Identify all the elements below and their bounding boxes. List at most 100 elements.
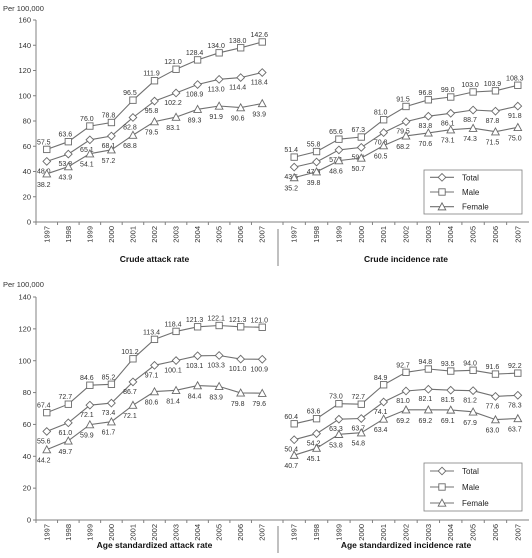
data-label: 108.3 (506, 75, 524, 82)
x-tick-label: 2006 (491, 226, 500, 243)
square-marker (150, 335, 159, 344)
square-marker (357, 400, 365, 408)
data-label: 55.8 (307, 142, 321, 149)
data-label: 83.1 (166, 125, 180, 132)
triangle-marker (513, 122, 523, 131)
data-label: 78.3 (508, 402, 522, 409)
diamond-marker (423, 111, 433, 121)
x-tick-label: 2003 (172, 226, 181, 243)
data-label: 61.0 (59, 430, 73, 437)
triangle-marker (468, 123, 478, 132)
triangle-marker (490, 414, 501, 424)
square-marker (402, 368, 410, 376)
square-marker (215, 321, 223, 330)
triangle-marker (171, 385, 181, 394)
data-label: 53.8 (59, 161, 73, 168)
x-tick-label: 2002 (150, 524, 159, 541)
top-chart-panel: Per 100,000 0 20 40 60 80 100 120 140 160 1997 1998… (3, 4, 529, 266)
data-label: 57.1 (329, 157, 343, 164)
x-tick-label: 2005 (469, 524, 478, 541)
data-label: 63.4 (374, 427, 388, 434)
data-label: 96.8 (419, 90, 433, 97)
square-marker (438, 188, 446, 196)
data-label: 101.0 (229, 366, 247, 373)
data-label: 53.8 (329, 442, 343, 449)
x-tick-label: 2007 (258, 226, 267, 243)
square-marker (312, 415, 321, 423)
data-label: 70.8 (374, 140, 388, 147)
diamond-marker (491, 391, 500, 401)
y-tick-label: 20 (23, 484, 31, 493)
x-tick-label: 1998 (312, 524, 321, 541)
diamond-marker (214, 74, 224, 84)
x-tick-label: 2004 (446, 524, 455, 541)
x-tick-label: 1997 (290, 226, 299, 243)
diamond-marker (513, 101, 523, 111)
data-label: 79.5 (396, 129, 410, 136)
triangle-marker (401, 405, 411, 414)
data-label: 93.5 (441, 361, 455, 368)
data-label: 48.6 (329, 169, 343, 176)
square-marker (290, 153, 298, 161)
data-label: 91.5 (396, 96, 410, 103)
data-label: 63.6 (59, 132, 73, 139)
x-tick-label: 1998 (312, 226, 321, 243)
data-label: 50.7 (351, 166, 365, 173)
data-label: 69.2 (419, 418, 433, 425)
data-label: 81.0 (396, 398, 410, 405)
data-label: 63.7 (351, 426, 365, 433)
square-marker (86, 122, 94, 130)
diamond-marker (63, 418, 73, 428)
x-tick-label: 2005 (469, 226, 478, 243)
diamond-marker (85, 135, 95, 145)
square-marker (237, 323, 245, 331)
data-label: 72.7 (351, 394, 365, 401)
legend: Total Male Female (423, 462, 523, 512)
square-marker (107, 380, 116, 388)
diamond-marker (128, 113, 138, 122)
triangle-marker (257, 98, 267, 108)
data-label: 38.2 (37, 182, 51, 189)
data-label: 122.1 (207, 316, 225, 323)
y-tick-label: 0 (27, 516, 31, 525)
data-label: 69.2 (396, 418, 410, 425)
triangle-marker (379, 414, 389, 423)
x-axis-title: Crude incidence rate (364, 254, 448, 264)
diamond-marker (236, 354, 246, 364)
legend-item-total: Total (430, 466, 479, 476)
data-label: 128.4 (186, 50, 204, 57)
x-tick-label: 2006 (236, 226, 245, 243)
data-label: 63.6 (307, 409, 321, 416)
subplot-2: 1997 1998 1999 2000 2001 2002 2003 2004 2005 2006… (282, 359, 523, 550)
data-label: 95.8 (145, 108, 159, 115)
y-tick-label: 60 (23, 142, 31, 151)
y-tick-label: 40 (23, 452, 31, 461)
data-label: 79.6 (252, 401, 266, 408)
diamond-marker (446, 385, 456, 395)
triangle-marker (149, 116, 160, 126)
y-tick-label: 60 (23, 420, 31, 429)
series-total: 48.0 53.8 65.1 68.1 82.8 95.8 102.2 108.9 113.0 1… (37, 68, 268, 175)
data-label: 73.0 (329, 394, 343, 401)
data-label: 94.0 (463, 360, 477, 367)
data-label: 81.5 (441, 397, 455, 404)
y-tick-label: 100 (18, 91, 31, 100)
data-label: 96.5 (123, 90, 137, 97)
diamond-marker (171, 356, 181, 365)
data-label: 72.7 (59, 394, 73, 401)
data-label: 138.0 (229, 38, 247, 45)
square-marker (335, 135, 343, 143)
diamond-marker (257, 68, 267, 77)
data-label: 61.7 (102, 430, 116, 437)
diamond-marker (193, 351, 203, 361)
data-label: 68.2 (396, 144, 410, 151)
y-tick-label: 140 (18, 293, 31, 302)
data-label: 88.7 (463, 117, 477, 124)
triangle-marker (289, 172, 299, 182)
data-label: 67.3 (351, 127, 365, 134)
triangle-marker (289, 450, 299, 459)
y-tick-label: 120 (18, 66, 31, 75)
square-marker (107, 118, 116, 127)
legend-item-male: Male (430, 483, 480, 492)
